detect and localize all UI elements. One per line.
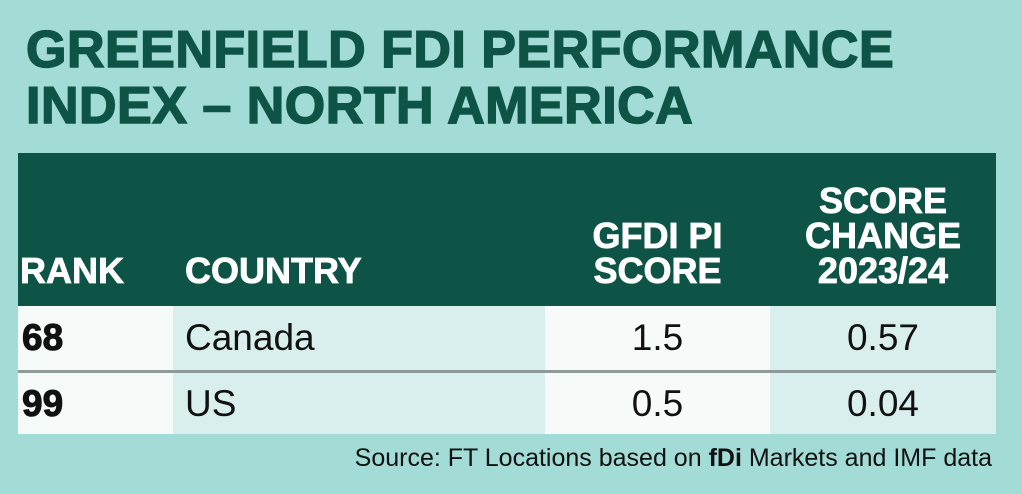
table-cell-country: Canada xyxy=(173,306,545,370)
table-cell-score-change: 0.04 xyxy=(770,370,996,434)
column-header-rank: RANK xyxy=(18,153,173,306)
column-header-score: GFDI PI SCORE xyxy=(545,153,770,306)
source-suffix: Markets and IMF data xyxy=(741,444,992,472)
table-cell-country: US xyxy=(173,370,545,434)
column-header-score-change: SCORE CHANGE 2023/24 xyxy=(770,153,996,306)
table-cell-score: 0.5 xyxy=(545,370,770,434)
source-note: Source: FT Locations based on fDi Market… xyxy=(355,444,992,473)
table-cell-rank: 99 xyxy=(18,370,173,434)
source-prefix: Source: FT Locations based on xyxy=(354,444,709,472)
chart-title: GREENFIELD FDI PERFORMANCE INDEX – NORTH… xyxy=(25,21,1006,135)
chart-title-line-2: INDEX – NORTH AMERICA xyxy=(25,77,694,135)
table-cell-score: 1.5 xyxy=(545,306,770,370)
table-cell-score-change: 0.57 xyxy=(770,306,996,370)
source-brand: fDi xyxy=(708,444,742,472)
table-cell-rank: 68 xyxy=(18,306,173,370)
chart-title-line-1: GREENFIELD FDI PERFORMANCE xyxy=(25,21,895,79)
column-header-country: COUNTRY xyxy=(173,153,545,306)
data-table: RANK COUNTRY GFDI PI SCORE SCORE CHANGE … xyxy=(18,153,996,434)
